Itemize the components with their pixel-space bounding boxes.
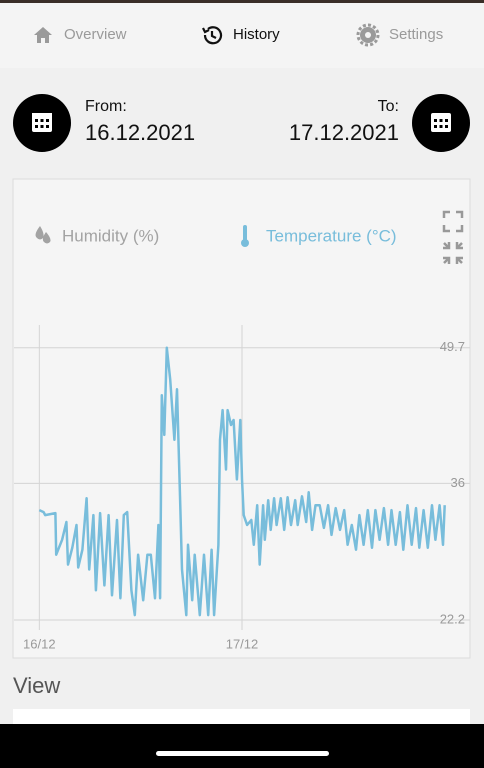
from-calendar-button[interactable] xyxy=(13,94,71,152)
y-tick-label: 36 xyxy=(451,475,465,490)
from-label: From: xyxy=(85,98,127,115)
humidity-icon xyxy=(35,226,51,244)
top-strip xyxy=(0,0,484,3)
from-date: 16.12.2021 xyxy=(85,120,195,145)
x-tick-label: 17/12 xyxy=(226,636,259,651)
home-icon xyxy=(34,27,52,43)
to-date: 17.12.2021 xyxy=(289,120,399,145)
history-icon xyxy=(202,26,223,45)
exit-fullscreen-icon[interactable] xyxy=(443,242,463,264)
nav-overview[interactable]: Overview xyxy=(64,26,127,43)
system-bar xyxy=(0,724,484,768)
view-title: View xyxy=(13,673,60,698)
chart: Humidity (%) Temperature (°C) 22.2 36 49.7 16… xyxy=(14,226,470,651)
to-label: To: xyxy=(378,98,399,115)
nav-settings[interactable]: Settings xyxy=(389,26,443,43)
to-calendar-button[interactable] xyxy=(412,94,470,152)
y-tick-label: 49.7 xyxy=(440,339,465,354)
home-indicator[interactable] xyxy=(156,751,329,756)
legend-temperature: Temperature (°C) xyxy=(266,226,397,245)
x-tick-label: 16/12 xyxy=(23,636,56,651)
y-tick-label: 22.2 xyxy=(440,611,465,626)
fullscreen-icon[interactable] xyxy=(442,210,464,233)
temperature-line xyxy=(38,346,446,617)
legend-humidity: Humidity (%) xyxy=(62,226,159,245)
nav-bar xyxy=(0,3,484,68)
nav-history[interactable]: History xyxy=(233,26,280,43)
thermometer-icon xyxy=(241,225,249,247)
settings-icon xyxy=(356,23,380,47)
